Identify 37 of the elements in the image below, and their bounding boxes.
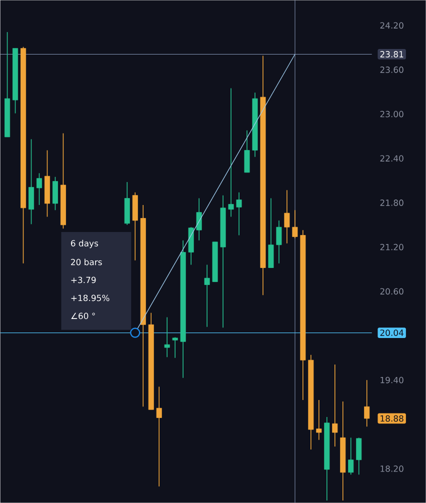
candlestick — [28, 138, 34, 225]
annotation: +18.95% — [71, 294, 110, 302]
annotation: 6 days — [71, 240, 98, 248]
annotation: 20 bars — [71, 258, 102, 266]
y-tick-label: 21.20 — [380, 244, 404, 250]
annotation: ∠60 ° — [71, 312, 95, 320]
y-tick-label: 23.60 — [380, 66, 404, 73]
candlestick — [164, 316, 170, 358]
candlestick — [172, 336, 178, 358]
y-tick-label: 20.60 — [380, 288, 404, 295]
candlestick — [356, 437, 362, 476]
annotation: +3.79 — [71, 276, 96, 284]
ref-line-label: 20.04 — [380, 330, 404, 336]
text: 18.88 — [380, 415, 404, 422]
candlestick — [364, 380, 370, 427]
candlestick — [244, 130, 250, 173]
ref-line-label: 23.81 — [380, 51, 404, 58]
candlestick — [196, 198, 202, 241]
candlestick — [268, 198, 274, 268]
candlestick — [52, 176, 58, 211]
candlestick — [332, 364, 338, 447]
y-tick-label: 19.40 — [380, 376, 404, 384]
y-tick-label: 22.40 — [380, 155, 404, 162]
candlestick — [284, 190, 290, 244]
candlestick — [348, 437, 354, 476]
candlestick — [292, 210, 298, 239]
y-tick-label: 24.20 — [380, 22, 404, 29]
candlestick — [316, 400, 322, 440]
y-tick-label: 18.20 — [380, 466, 404, 472]
candlestick — [156, 386, 162, 487]
candlestick — [228, 88, 234, 218]
candlestick — [204, 264, 210, 328]
candlestick — [36, 172, 42, 206]
candlestick — [276, 220, 282, 264]
y-tick-label: 21.80 — [380, 200, 404, 206]
candlestick — [236, 192, 242, 236]
y-tick-label: 23.00 — [380, 110, 404, 118]
